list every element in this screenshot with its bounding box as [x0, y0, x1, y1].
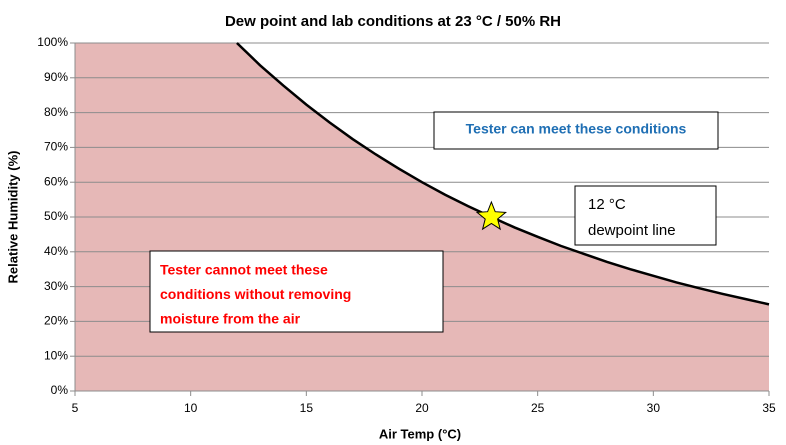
x-tick-label: 25: [531, 401, 545, 415]
x-tick-label: 30: [647, 401, 661, 415]
annotation-text: moisture from the air: [160, 311, 301, 327]
annotation-text: conditions without removing: [160, 286, 351, 302]
condition-marker: [475, 200, 508, 231]
y-tick-label: 0%: [51, 383, 69, 397]
x-tick-label: 15: [300, 401, 314, 415]
chart-title: Dew point and lab conditions at 23 °C / …: [225, 13, 561, 30]
dewpoint-line: [236, 42, 770, 306]
y-tick-label: 10%: [44, 348, 68, 362]
x-tick-label: 5: [72, 401, 79, 415]
annotation-text: dewpoint line: [588, 222, 676, 239]
y-tick-label: 20%: [44, 314, 68, 328]
y-tick-label: 30%: [44, 279, 68, 293]
annotation-box: [149, 250, 444, 333]
x-tick-label: 10: [184, 401, 198, 415]
y-tick-label: 90%: [44, 70, 68, 84]
y-tick-label: 50%: [44, 209, 68, 223]
x-tick-label: 20: [415, 401, 429, 415]
y-tick-label: 60%: [44, 174, 68, 188]
y-tick-label: 100%: [37, 35, 68, 49]
annotation-text: Tester cannot meet these: [160, 262, 328, 278]
y-tick-label: 80%: [44, 105, 68, 119]
annotation-box: [574, 185, 717, 246]
y-tick-label: 40%: [44, 244, 68, 258]
y-tick-label: 70%: [44, 140, 68, 154]
y-axis-title: Relative Humidity (%): [5, 151, 20, 284]
annotation-box: [433, 111, 719, 150]
annotation-text: Tester can meet these conditions: [466, 121, 687, 137]
x-axis-title: Air Temp (°C): [379, 426, 461, 441]
x-tick-label: 35: [762, 401, 776, 415]
annotation-text: 12 °C: [588, 196, 626, 213]
